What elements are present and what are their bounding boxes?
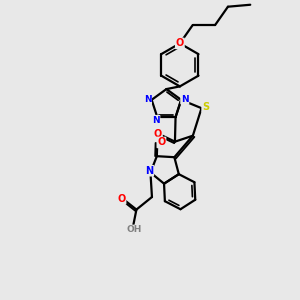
Text: O: O bbox=[117, 194, 126, 204]
Text: O: O bbox=[154, 130, 162, 140]
Text: N: N bbox=[144, 95, 151, 104]
Text: S: S bbox=[202, 102, 209, 112]
Text: N: N bbox=[152, 116, 160, 125]
Text: O: O bbox=[157, 137, 166, 148]
Text: N: N bbox=[145, 166, 153, 176]
Text: O: O bbox=[176, 38, 184, 48]
Text: N: N bbox=[181, 95, 189, 104]
Text: OH: OH bbox=[126, 225, 142, 234]
